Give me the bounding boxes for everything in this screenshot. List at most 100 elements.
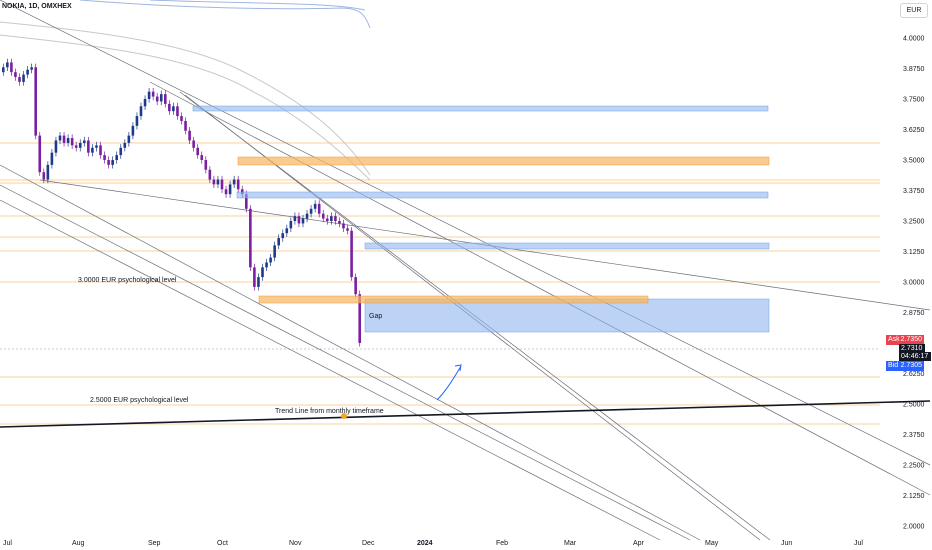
bar-countdown: 04:46:17 [899,352,931,361]
candle-body [269,257,272,263]
candle-body [62,135,66,143]
candle-body [139,106,143,117]
candle-body [46,164,50,180]
supply-zone [364,242,770,250]
candle-body [107,160,110,165]
candle-body [257,277,260,287]
time-tick-label: Jul [3,540,12,547]
candle-body [95,145,98,148]
candle-body [313,203,317,209]
annotation-layer [192,105,770,419]
price-tick-label: 2.8750 [903,310,925,317]
candle-body [212,179,216,185]
demand-zone [258,295,649,304]
candle-body [172,106,175,112]
price-tick-label: 2.3750 [903,432,925,439]
candle-body [184,120,187,131]
time-tick-label: Sep [148,540,161,547]
candle-body [350,230,353,278]
candle-body [74,145,78,148]
candle-body [147,91,151,99]
bid-price: 2.7305 [900,362,922,369]
time-tick-label: Feb [496,540,508,547]
ma-curve [0,21,371,176]
candle-body [249,208,252,268]
candle-body [321,213,325,219]
candle-body [253,267,256,287]
candle-body [196,147,199,156]
candle-body [115,155,118,160]
price-tick-label: 2.6250 [903,371,925,378]
price-tick-label: 3.7500 [903,97,925,104]
candle-body [30,67,33,70]
time-tick-label: 2024 [417,540,433,547]
time-axis: Jul Aug Sep Oct Nov Dec 2024 Feb Mar Apr May Jun Jul [3,540,863,547]
price-tick-label: 2.0000 [903,524,925,531]
candle-body [297,216,301,224]
candle-body [164,94,167,104]
ma-curve [0,34,371,181]
channel-line [0,0,931,466]
candle-body [168,103,171,112]
candle-body [330,216,333,221]
candle-body [91,147,94,153]
candle-body [143,99,147,107]
ask-price: 2.7350 [900,336,922,343]
candle-body [281,233,285,239]
candle-body [18,77,21,82]
candle-body [232,179,236,185]
candle-body [192,140,195,148]
symbol-title[interactable]: NOKIA, 1D, OMXHEX [2,3,72,10]
price-tick-label: 4.0000 [903,36,925,43]
candle-body [240,189,244,195]
candle-body [265,262,268,268]
time-tick-label: May [705,540,719,547]
price-tick-label: 2.2500 [903,463,925,470]
price-tick-label: 3.5000 [903,158,925,165]
bid-label: Bid [888,362,899,369]
candle-body [111,160,114,165]
candle-body [208,169,212,180]
channel-line [0,184,691,541]
candle-body [66,138,70,143]
price-tick-label: 3.3750 [903,188,925,195]
candle-body [50,152,54,165]
candle-body [285,228,289,234]
candle-body [228,184,232,195]
candle-body [87,140,90,153]
psych-25-label: 2.5000 EUR psychological level [90,397,189,404]
candle-body [245,194,248,209]
candle-body [180,116,183,121]
arrow-icon [436,365,462,401]
candle-body [317,203,321,214]
candle-body [123,142,127,148]
channel-line [0,164,701,541]
time-tick-label: Aug [72,540,85,547]
candle-body [78,142,82,148]
last-price-badge: 2.7310 [899,344,925,353]
candle-body [6,62,9,68]
price-tick-label: 3.1250 [903,249,925,256]
candle-body [34,67,37,136]
ma-curve [79,0,371,29]
time-tick-label: Jun [781,540,792,547]
candlestick-series [2,58,361,347]
time-tick-label: Jul [854,540,863,547]
candle-body [309,208,313,214]
supply-zone [236,191,769,199]
candle-body [293,216,297,221]
candle-body [338,221,341,224]
arrow-icon [454,364,462,372]
candle-body [14,72,17,78]
psych-3-label: 3.0000 EUR psychological level [78,277,177,284]
candle-body [273,245,276,258]
price-tick-label: 2.1250 [903,493,925,500]
candle-body [99,145,102,156]
currency-button[interactable]: EUR [900,3,928,18]
candle-body [135,116,139,126]
candle-body [236,179,240,190]
candle-body [10,62,13,73]
price-tick-label: 3.2500 [903,219,925,226]
